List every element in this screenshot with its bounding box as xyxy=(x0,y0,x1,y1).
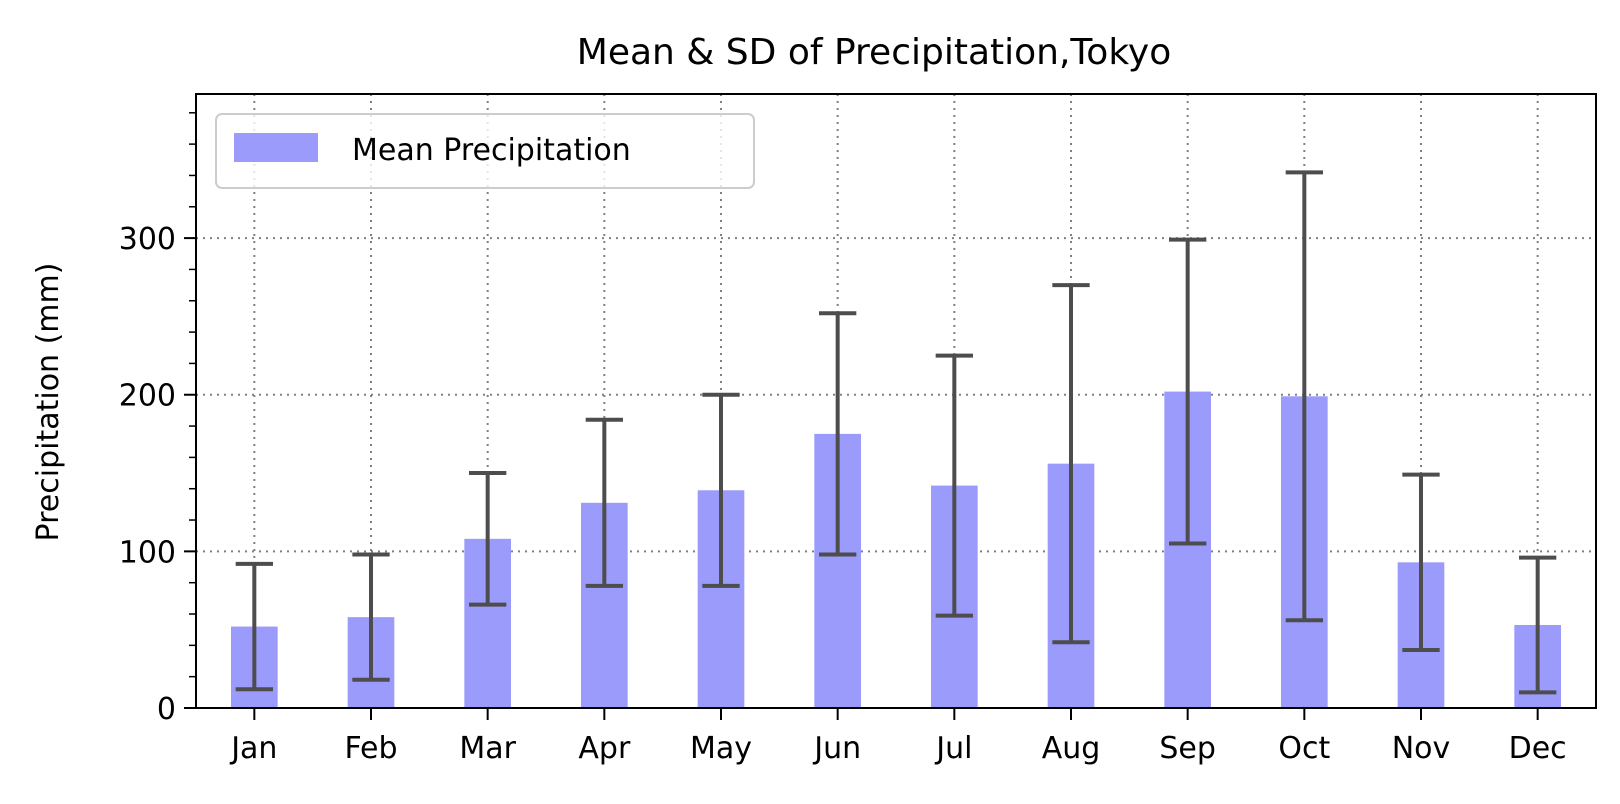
legend-box xyxy=(215,113,755,189)
chart-title: Mean & SD of Precipitation,Tokyo xyxy=(577,32,1171,73)
x-tick-label: Jul xyxy=(934,731,972,766)
x-tick-label: Sep xyxy=(1159,731,1216,766)
y-tick-label: 100 xyxy=(119,535,176,570)
errorbars-layer xyxy=(235,170,1557,695)
y-tick-label: 200 xyxy=(119,379,176,414)
plot-frame xyxy=(195,93,1597,709)
x-tick-label: Jan xyxy=(229,731,277,766)
x-tick-label: Mar xyxy=(459,731,516,766)
bars-layer xyxy=(231,391,1561,708)
legend-swatch xyxy=(234,133,318,162)
y-axis-label: Precipitation (mm) xyxy=(31,263,66,542)
x-tick-label: Feb xyxy=(344,731,397,766)
x-tick-label: Nov xyxy=(1392,731,1451,766)
legend: Mean Precipitation xyxy=(215,113,755,189)
x-tick-label: Apr xyxy=(578,731,631,766)
x-tick-label: Dec xyxy=(1509,731,1567,766)
x-tick-label: Aug xyxy=(1042,731,1101,766)
axes-layer: 0 100 200 300 Jan Feb Mar Apr May Jun Jul Aug Sep Oct… xyxy=(119,93,1597,766)
y-tick-label: 0 xyxy=(157,692,176,727)
x-tick-label: Jun xyxy=(812,731,861,766)
y-tick-label: 300 xyxy=(119,222,176,257)
x-tick-label: May xyxy=(690,731,752,766)
x-tick-label: Oct xyxy=(1278,731,1330,766)
legend-label: Mean Precipitation xyxy=(352,133,631,168)
